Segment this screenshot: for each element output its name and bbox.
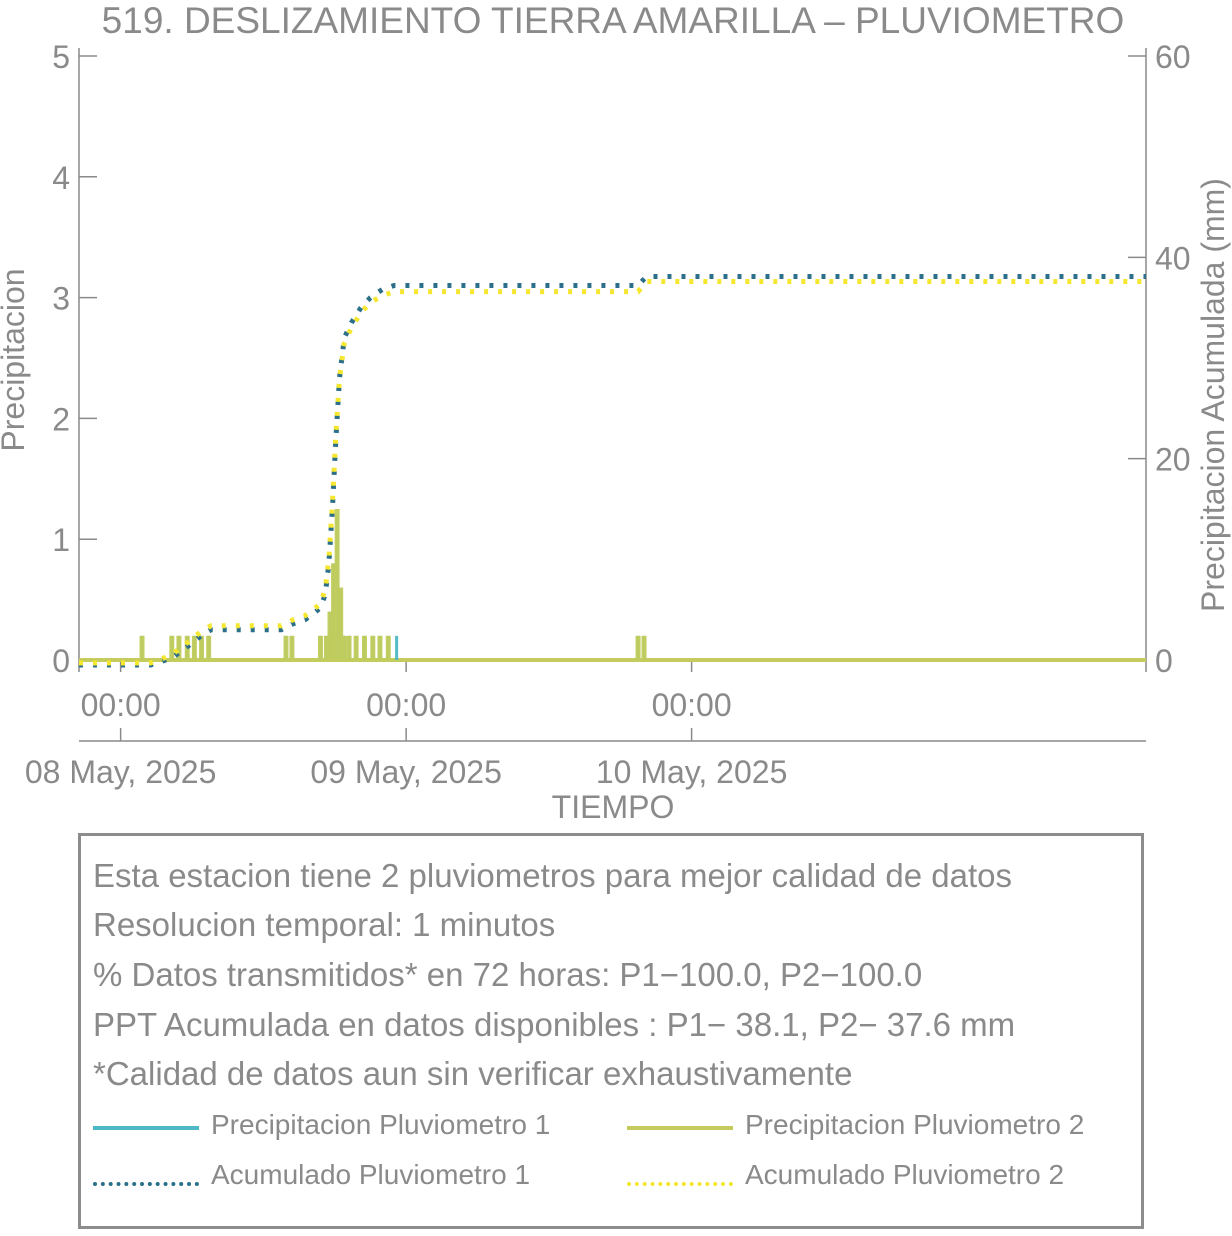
precip-p2-bar [199,635,205,660]
precip-p2-bar [338,587,344,660]
right-tick-label: 0 [1155,643,1173,679]
legend-item-p1: Precipitacion Pluviometro 1 [93,1108,593,1148]
info-line-stations: Esta estacion tiene 2 pluviometros para … [93,857,1013,894]
legend-label-p1: Precipitacion Pluviometro 1 [211,1109,551,1140]
legend-swatch-p1 [93,1126,199,1130]
precip-p2-bar [283,635,289,660]
legend-item-a1: Acumulado Pluviometro 1 [93,1158,593,1198]
precip-p2-bar [323,635,329,660]
right-axis-title: Precipitacion Acumulada (mm) [1195,178,1231,612]
precip-p2-bar [191,635,197,660]
legend-swatch-a1 [93,1182,199,1186]
precip-p2-bar [206,635,212,660]
left-tick-label: 4 [52,160,70,196]
left-axis-title: Precipitacion [0,268,31,451]
precip-p2-bar [169,635,175,660]
right-tick-label: 20 [1155,442,1191,478]
precip-p2-bar [139,635,145,660]
precip-p2-bar [334,509,340,660]
x-tick-time-label: 00:00 [366,687,446,723]
left-tick-label: 2 [52,401,70,437]
legend-item-a2: Acumulado Pluviometro 2 [627,1158,1127,1198]
right-tick-label: 60 [1155,39,1191,75]
precip-p2-bar [641,635,647,660]
legend-label-a1: Acumulado Pluviometro 1 [211,1159,531,1190]
left-tick-label: 1 [52,522,70,558]
left-tick-label: 3 [52,281,70,317]
precip-p2-bar [385,635,391,660]
precip-p2-bar [346,635,352,660]
precip-p1-bar [395,635,399,660]
info-box: Esta estacion tiene 2 pluviometros para … [78,833,1144,1229]
x-tick-time-label: 00:00 [81,687,161,723]
chart: 519. DESLIZAMIENTO TIERRA AMARILLA – PLU… [0,0,1231,825]
info-line-transmitted: % Datos transmitidos* en 72 horas: P1−10… [93,956,923,993]
x-tick-date-label: 09 May, 2025 [310,754,502,790]
info-line-resolution: Resolucion temporal: 1 minutos [93,906,556,943]
legend-item-p2: Precipitacion Pluviometro 2 [627,1108,1127,1148]
x-axis-title: TIEMPO [552,789,675,825]
info-line-quality: *Calidad de datos aun sin verificar exha… [93,1055,853,1092]
right-tick-label: 40 [1155,240,1191,276]
precip-p2-bar [353,635,359,660]
precip-p2-bar [370,635,376,660]
left-tick-label: 5 [52,39,70,75]
precip-p2-bar [331,563,337,660]
chart-title: 519. DESLIZAMIENTO TIERRA AMARILLA – PLU… [102,0,1125,41]
x-tick-date-label: 10 May, 2025 [596,754,788,790]
precip-p2-bar [361,635,367,660]
precip-p2-bar [327,611,333,660]
left-tick-label: 0 [52,643,70,679]
info-line-accumulated: PPT Acumulada en datos disponibles : P1−… [93,1006,1016,1043]
x-tick-time-label: 00:00 [652,687,732,723]
accum-p2-line [79,279,1146,666]
x-tick-date-label: 08 May, 2025 [25,754,217,790]
legend-swatch-a2 [627,1182,733,1186]
precip-p2-bar [341,635,347,660]
precip-p2-bar [289,635,295,660]
legend-label-a2: Acumulado Pluviometro 2 [745,1159,1065,1190]
precip-p2-bar [635,635,641,660]
precip-p2-bar [176,635,182,660]
accum-p1-line [79,274,1146,668]
precip-p2-bar [377,635,383,660]
legend-label-p2: Precipitacion Pluviometro 2 [745,1109,1085,1140]
precip-p2-bar [317,635,323,660]
legend-swatch-p2 [627,1126,733,1130]
